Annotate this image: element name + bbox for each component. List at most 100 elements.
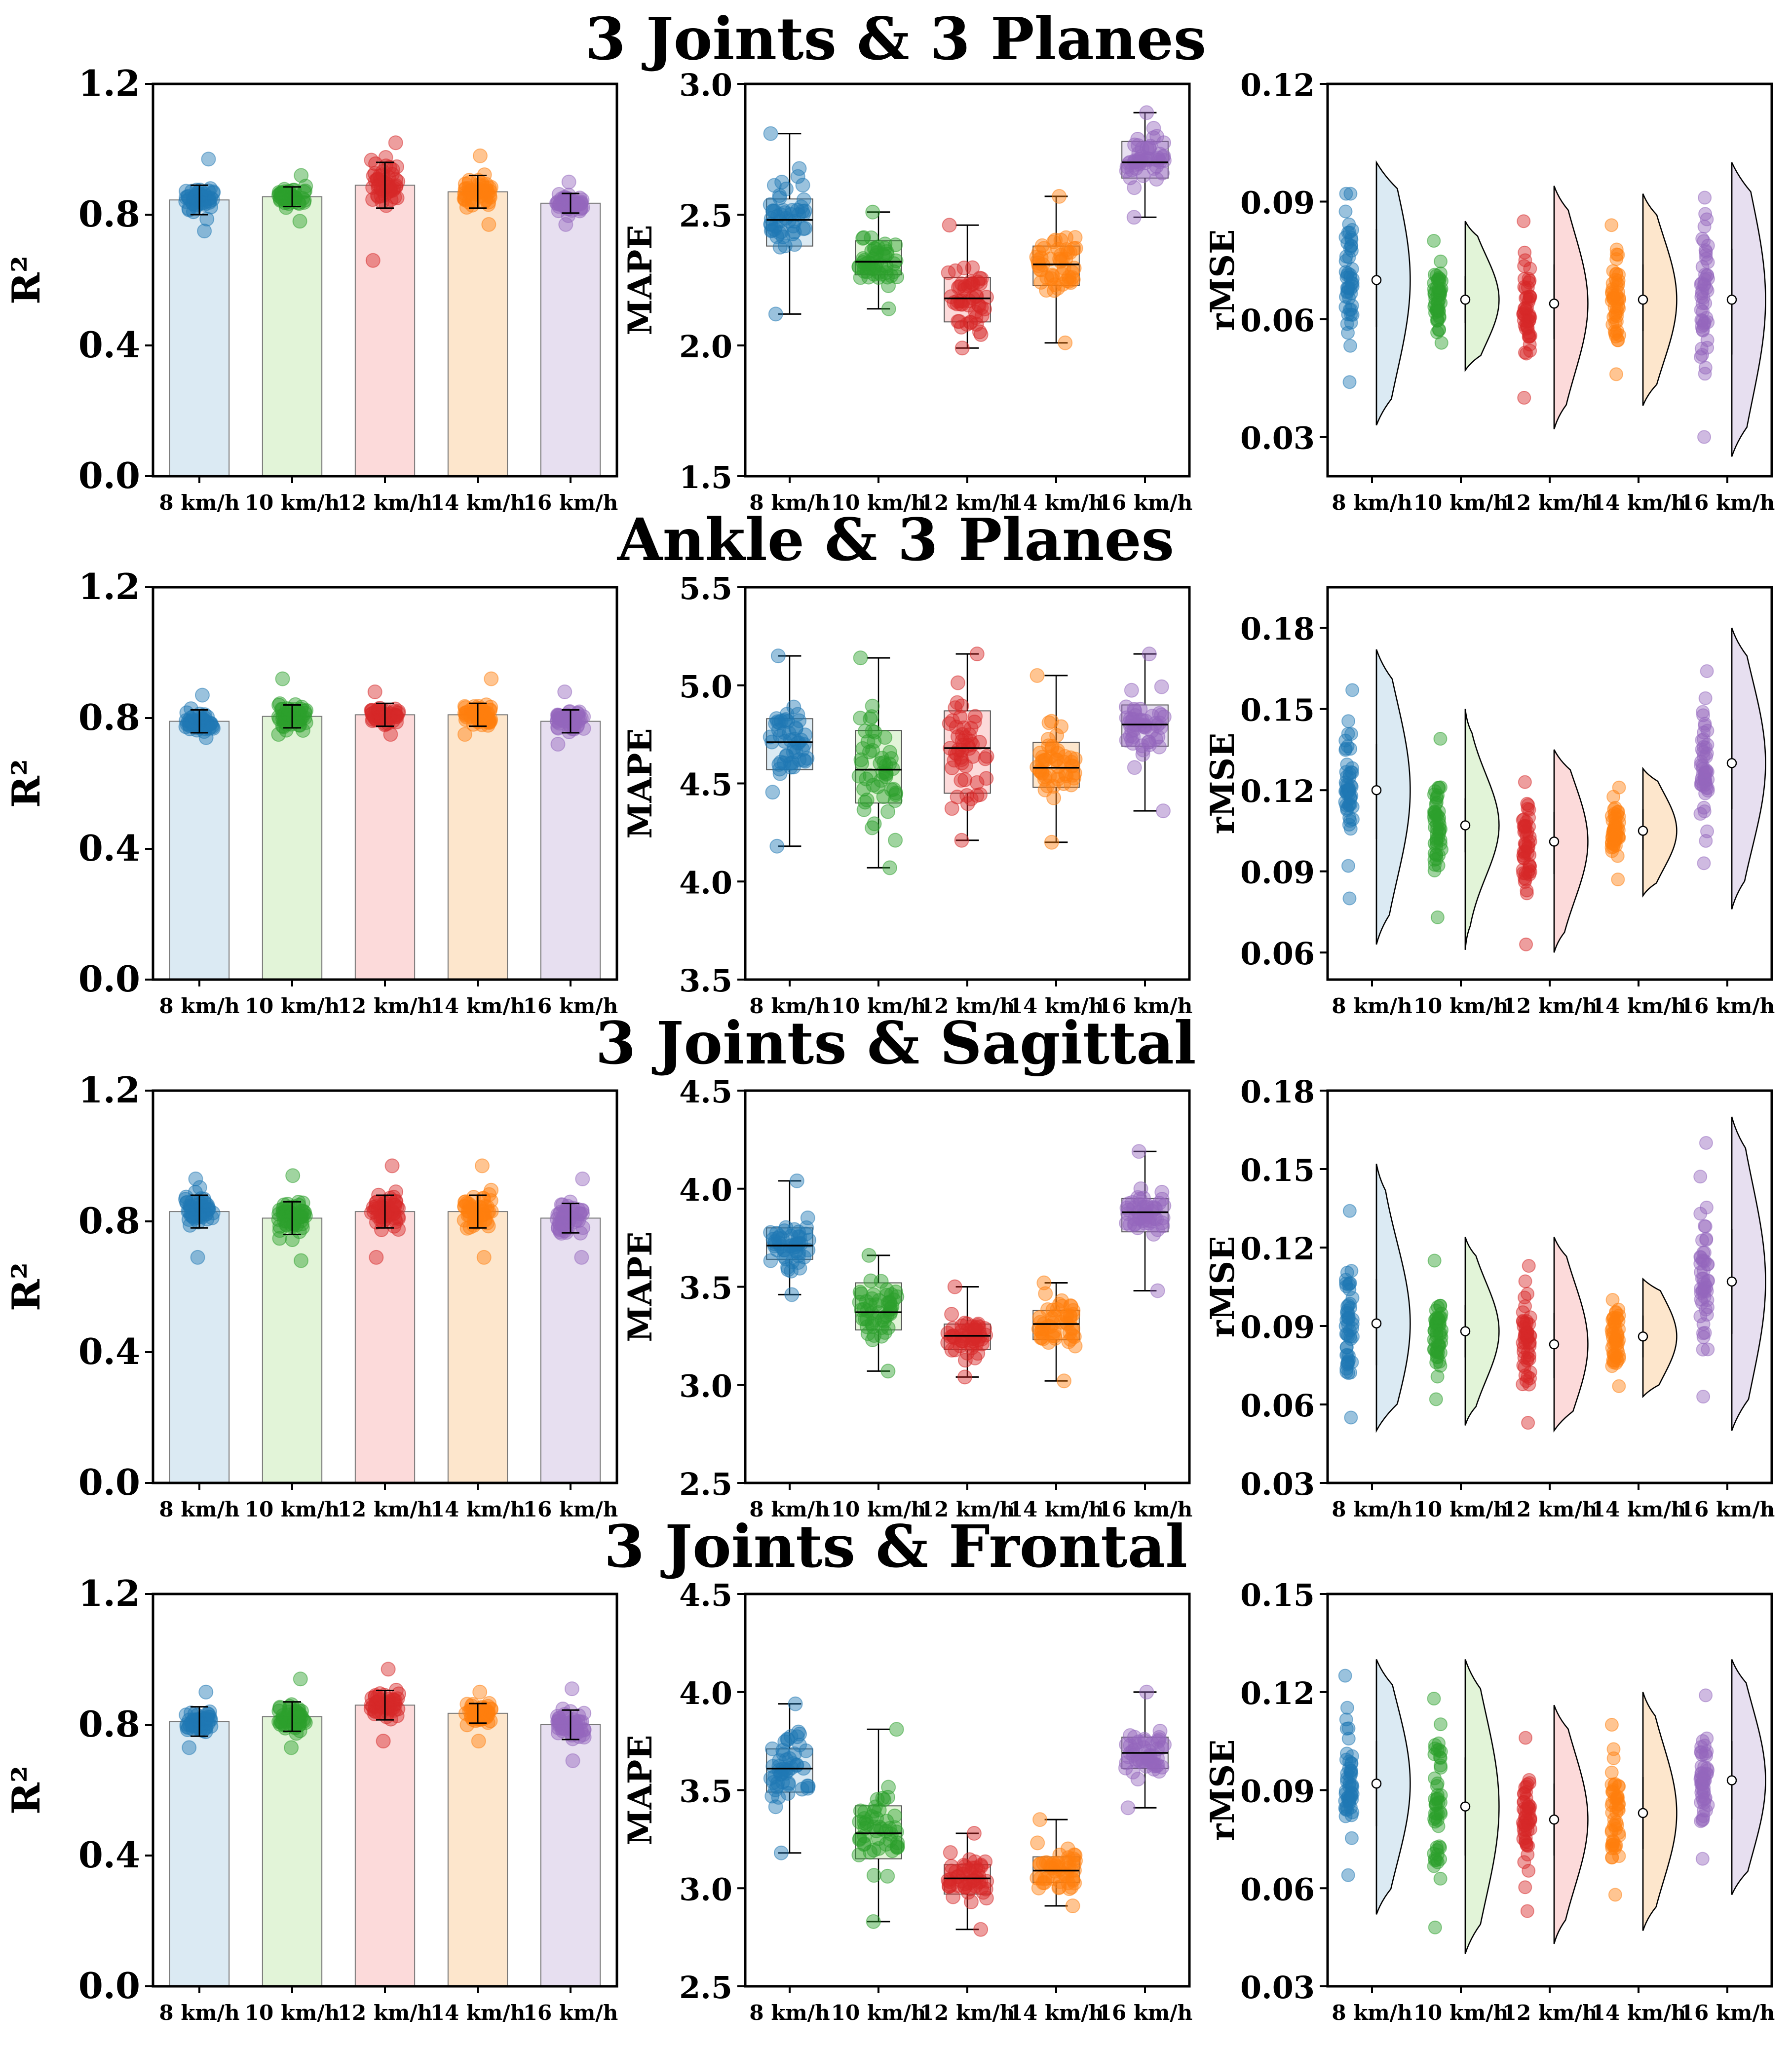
data-point: [1610, 849, 1625, 863]
data-point: [944, 801, 959, 816]
data-point: [1339, 765, 1353, 779]
x-tick-label: 8 km/h: [159, 491, 239, 515]
data-point: [1612, 293, 1627, 307]
row-title: 3 Joints & 3 Planes: [585, 4, 1206, 73]
x-tick-label: 14 km/h: [1591, 1497, 1686, 1521]
x-tick-label: 10 km/h: [245, 994, 340, 1018]
data-point: [954, 756, 969, 771]
median-marker: [1726, 1775, 1737, 1785]
data-point: [182, 1740, 197, 1755]
x-tick-label: 16 km/h: [1680, 1497, 1775, 1521]
category-10kmh: 10 km/h: [1413, 221, 1508, 515]
data-point: [864, 256, 879, 271]
y-tick-label: 0.06: [1240, 303, 1315, 339]
data-point: [1340, 1358, 1354, 1372]
category-16kmh: 16 km/h: [1680, 1116, 1775, 1521]
x-tick-label: 12 km/h: [920, 491, 1015, 515]
data-point: [384, 1158, 400, 1174]
data-point: [1698, 1746, 1713, 1761]
y-tick-label: 4.5: [679, 767, 732, 803]
category-16kmh: 16 km/h: [1680, 627, 1775, 1018]
data-point: [1139, 1198, 1154, 1213]
data-point: [966, 1825, 982, 1841]
data-point: [365, 180, 381, 195]
data-point: [381, 1662, 396, 1677]
data-point: [1034, 754, 1050, 769]
data-point: [963, 791, 979, 806]
data-point: [281, 1705, 297, 1720]
data-point: [1519, 937, 1533, 951]
violin: [1731, 1659, 1766, 1895]
data-point: [1131, 1144, 1146, 1159]
data-point: [974, 1880, 989, 1895]
data-point: [968, 709, 983, 724]
median-marker: [1549, 1814, 1560, 1825]
data-point: [1517, 1855, 1531, 1869]
data-point: [1519, 1731, 1533, 1745]
category-14kmh: 14 km/h: [1009, 668, 1104, 1018]
x-tick-label: 12 km/h: [1502, 2001, 1598, 2025]
data-point: [1040, 1319, 1056, 1334]
violin: [1553, 1705, 1589, 1944]
x-tick-label: 14 km/h: [430, 1497, 526, 1521]
category-10kmh: 10 km/h: [1413, 1659, 1508, 2025]
data-point: [1139, 1684, 1154, 1700]
data-point: [791, 1724, 806, 1740]
data-point: [1517, 313, 1531, 328]
data-point: [947, 1279, 962, 1294]
data-point: [951, 314, 966, 329]
data-point: [1700, 664, 1714, 678]
data-point: [1340, 1701, 1354, 1715]
data-point: [472, 148, 488, 163]
data-point: [1694, 290, 1709, 304]
data-point: [1604, 1765, 1619, 1780]
data-point: [1519, 1831, 1533, 1845]
data-point: [197, 224, 212, 239]
category-10kmh: 10 km/h: [831, 1722, 926, 2025]
data-point: [1061, 1860, 1076, 1875]
data-point: [1433, 732, 1448, 746]
violin: [1731, 627, 1766, 910]
data-point: [367, 684, 382, 699]
data-point: [561, 174, 576, 190]
data-point: [877, 730, 893, 745]
data-point: [1521, 798, 1535, 812]
data-point: [1427, 1253, 1442, 1268]
category-14kmh: 14 km/h: [430, 671, 525, 1018]
data-point: [1695, 1852, 1710, 1866]
data-point: [855, 230, 871, 246]
data-point: [1041, 715, 1057, 730]
category-8kmh: 8 km/h: [1332, 160, 1412, 515]
category-12kmh: 12 km/h: [1502, 186, 1597, 515]
data-point: [474, 1158, 490, 1174]
y-tick-label: 3.5: [679, 1774, 732, 1810]
data-point: [1612, 1379, 1626, 1393]
data-point: [786, 1240, 801, 1255]
median-marker: [1638, 1808, 1648, 1819]
violin: [1553, 186, 1589, 429]
data-point: [963, 734, 978, 749]
data-point: [1126, 210, 1142, 225]
y-tick-label: 0.06: [1240, 1388, 1315, 1424]
category-12kmh: 12 km/h: [1502, 1705, 1598, 2025]
violin: [1375, 160, 1411, 426]
category-12kmh: 12 km/h: [338, 1158, 432, 1521]
x-tick-label: 12 km/h: [338, 2001, 433, 2025]
data-point: [1699, 1200, 1714, 1214]
data-point: [800, 1781, 815, 1796]
data-point: [795, 178, 810, 193]
data-point: [292, 214, 307, 229]
y-tick-label: 2.5: [679, 198, 732, 234]
median-marker: [1726, 295, 1737, 305]
data-point: [471, 1734, 486, 1749]
data-point: [365, 253, 381, 268]
y-tick-label: 0.15: [1240, 1152, 1315, 1188]
data-point: [1052, 189, 1067, 204]
data-point: [1434, 1807, 1448, 1821]
data-point: [190, 1250, 205, 1265]
bar: [262, 1716, 323, 1987]
y-tick-label: 0.15: [1240, 692, 1315, 728]
data-point: [957, 1353, 973, 1368]
data-point: [979, 749, 994, 764]
